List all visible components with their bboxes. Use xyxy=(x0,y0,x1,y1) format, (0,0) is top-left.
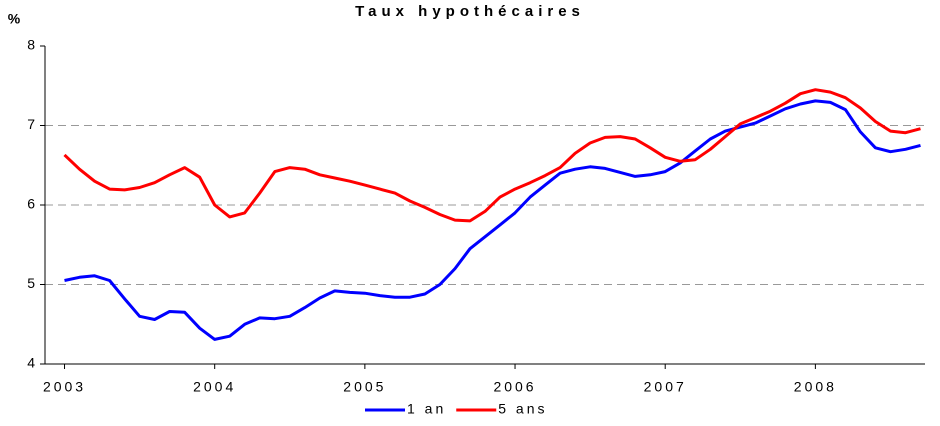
x-tick-label: 2006 xyxy=(493,379,536,395)
chart-title: Taux hypothécaires xyxy=(355,3,585,20)
x-tick-label: 2003 xyxy=(43,379,86,395)
legend-label: 1 an xyxy=(407,401,446,417)
y-tick-label: 8 xyxy=(27,37,35,53)
series-line xyxy=(64,99,921,341)
series-line xyxy=(63,88,921,223)
y-axis-label: % xyxy=(8,11,21,27)
y-tick-label: 5 xyxy=(27,275,35,291)
x-tick-label: 2005 xyxy=(343,379,386,395)
x-tick-label: 2004 xyxy=(193,379,236,395)
legend-label: 5 ans xyxy=(498,401,547,417)
y-tick-label: 7 xyxy=(27,116,35,132)
x-tick-label: 2007 xyxy=(644,379,687,395)
x-tick-label: 2008 xyxy=(794,379,837,395)
y-tick-label: 6 xyxy=(27,196,35,212)
y-tick-label: 4 xyxy=(27,355,35,371)
